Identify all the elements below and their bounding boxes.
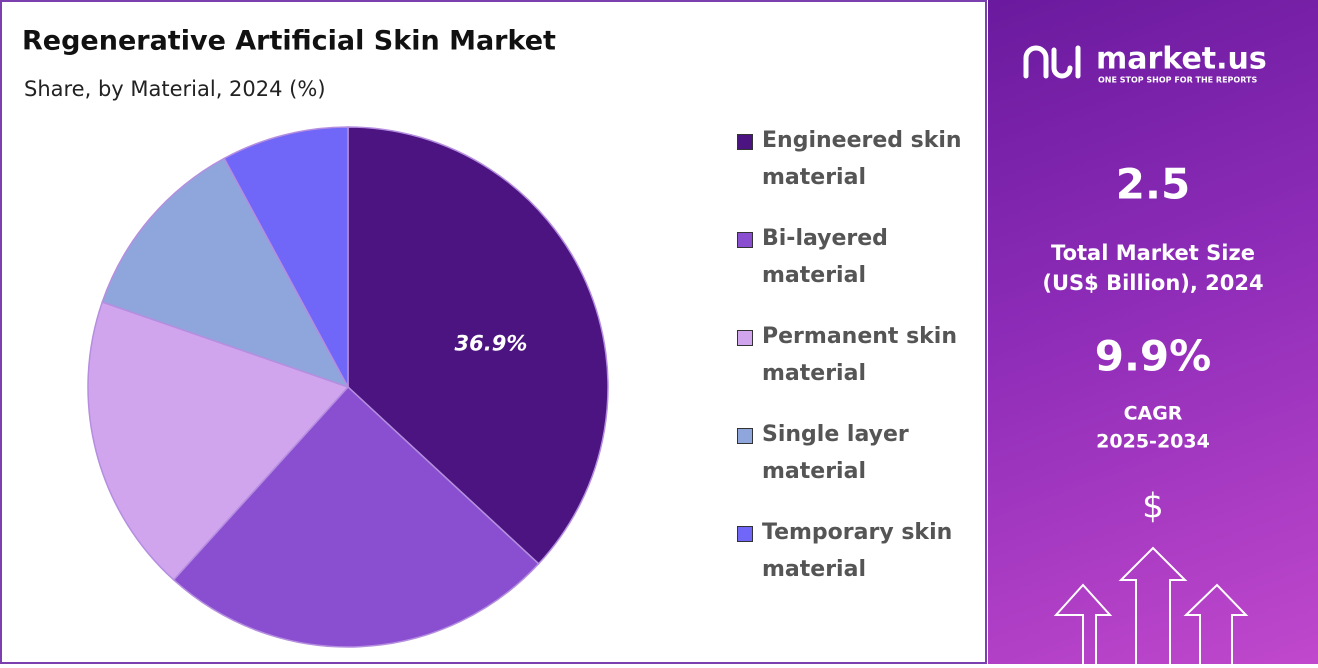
arrows-icon xyxy=(1053,546,1249,664)
legend-swatch xyxy=(737,330,753,346)
pie-slice xyxy=(172,385,540,648)
logo-tagline: ONE STOP SHOP FOR THE REPORTS xyxy=(1098,76,1257,85)
pie-slice xyxy=(101,157,350,389)
dollar-icon: $ xyxy=(1142,487,1164,527)
legend-label: Single layer material xyxy=(762,422,909,484)
legend-swatch xyxy=(737,134,753,150)
legend-label: Engineered skin material xyxy=(762,128,962,190)
market-size: 2.5 xyxy=(1116,160,1190,209)
pie-slice xyxy=(87,301,350,581)
market-size-label: Total Market Size xyxy=(1051,241,1255,265)
legend-swatch xyxy=(737,526,753,542)
logo-text: market.us xyxy=(1096,42,1267,77)
cagr-label: CAGR xyxy=(1124,403,1183,425)
legend-label: Permanent skin material xyxy=(762,324,958,386)
info-panel: market.us ONE STOP SHOP FOR THE REPORTS … xyxy=(988,0,1318,664)
legend-swatch xyxy=(737,232,753,248)
data-label: 36.9% xyxy=(455,332,528,356)
legend-label: Bi-layered material xyxy=(762,226,888,288)
chart-subtitle: Share, by Material, 2024 (%) xyxy=(24,77,326,101)
legend-swatch xyxy=(737,428,753,444)
cagr: 9.9% xyxy=(1095,332,1211,381)
legend-label: Temporary skin material xyxy=(762,520,953,582)
cagr-label: 2025-2034 xyxy=(1096,431,1210,453)
chart: Regenerative Artificial Skin Market Shar… xyxy=(22,26,609,648)
market-size-label: (US$ Billion), 2024 xyxy=(1042,271,1263,295)
pie-slice xyxy=(223,126,349,388)
pie-slice xyxy=(347,126,609,565)
logo-icon xyxy=(1023,45,1081,79)
panel-graphic: market.us ONE STOP SHOP FOR THE REPORTS … xyxy=(1023,42,1267,664)
chart-title: Regenerative Artificial Skin Market xyxy=(22,26,556,57)
chart-area: Regenerative Artificial Skin Market Shar… xyxy=(0,0,987,664)
